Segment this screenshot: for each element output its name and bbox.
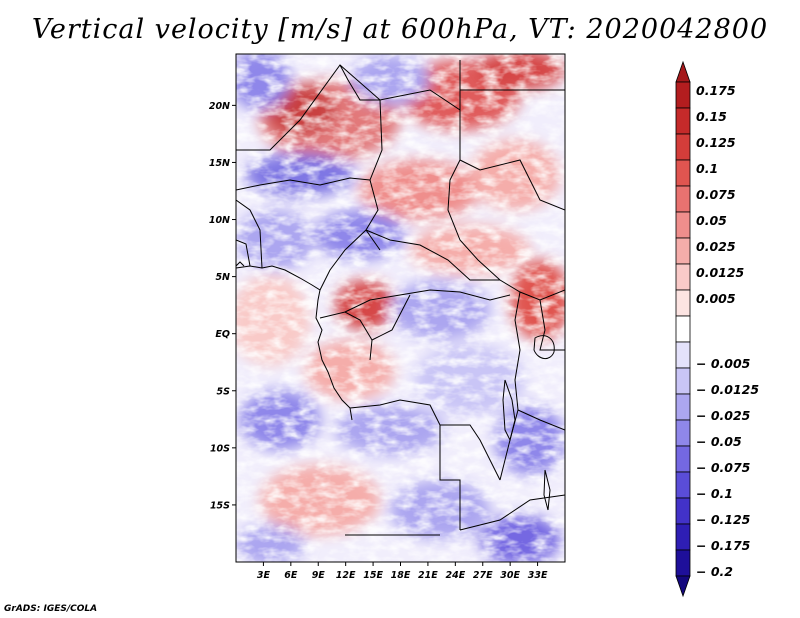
colorbar-swatch [675,289,691,317]
lat-tick-label: 20N [209,101,230,112]
colorbar-swatch [675,185,691,213]
colorbar-label: − 0.0125 [696,382,759,397]
country-borders [236,60,565,536]
border-nigeria-cameroon [319,229,367,291]
colorbar-label: − 0.075 [696,460,751,475]
lat-tick-label: 10N [209,215,230,226]
border-zambia [459,494,565,531]
lon-tick-label: 30E [500,570,520,581]
lat-tick-label: 5S [217,386,231,397]
border-car [365,229,500,281]
border-gabon [319,311,373,361]
colorbar-swatch [675,549,691,577]
lon-tick-label: 21E [418,570,438,581]
figure-title: Vertical velocity [m/s] at 600hPa, VT: 2… [31,14,769,45]
colorbar-label: 0.005 [696,291,736,306]
field-texture [236,54,565,562]
colorbar-label: − 0.1 [696,486,733,501]
lat-tick-label: EQ [215,329,230,340]
lake-victoria [533,335,555,359]
lon-tick-label: 27E [473,570,493,581]
lat-tick-label: 10S [210,443,230,454]
colorbar-label: − 0.2 [696,564,733,579]
coastline-west [236,265,353,421]
colorbar-swatch [675,497,691,525]
border-car-congo [344,289,511,313]
colorbar-label: 0.05 [696,213,727,228]
colorbar-label: − 0.05 [696,434,742,449]
colorbar-label: − 0.125 [696,512,751,527]
colorbar-swatch [675,81,691,109]
lon-tick-label: 12E [336,570,356,581]
colorbar-label: 0.0125 [696,265,745,280]
colorbar-label: 0.175 [696,83,736,98]
lon-tick-label: 18E [391,570,411,581]
footer-credit: GrADS: IGES/COLA [4,604,98,614]
lat-tick-label: 15S [210,500,230,511]
colorbar-label: − 0.025 [696,408,751,423]
lat-tick-label: 5N [215,272,230,283]
coastline-gulf-guinea [236,261,245,267]
border-tanzania [517,409,565,431]
colorbar-swatch [675,393,691,421]
colorbar-label: 0.125 [696,135,736,150]
colorbar-label: 0.15 [696,109,727,124]
lat-tick-label: 15N [209,158,230,169]
colorbar-label: 0.025 [696,239,736,254]
border-drc-angola [349,399,501,481]
colorbar-swatch [675,445,691,473]
colorbar-swatch [675,107,691,135]
colorbar-swatch [675,159,691,187]
colorbar-label: 0.1 [696,161,718,176]
colorbar-swatch [675,523,691,551]
border-small-1 [236,199,263,269]
lon-tick-label: 24E [445,570,465,581]
border-sahara [236,64,461,160]
colorbar-top-arrow [675,60,691,83]
lon-tick-label: 6E [284,570,298,581]
colorbar-swatch [675,367,691,395]
map-axes: 20N 15N 10N 5N EQ 5S 10S 15S 3E 6E 9E 12E 15E 18E 21E 2… [209,101,548,581]
border-kenya-uganda [539,299,565,351]
colorbar-label: − 0.005 [696,356,751,371]
colorbar-label: 0.075 [696,187,736,202]
border-libya-egypt [459,60,565,110]
colorbar-swatch [675,263,691,291]
vertical-velocity-field [236,54,565,562]
colorbar: 0.175 0.15 0.125 0.1 0.075 0.05 0.025 0.0125 0.0… [675,60,759,598]
border-angola-zambia [439,425,461,530]
colorbar-bottom-arrow [675,575,691,598]
colorbar-swatch [675,471,691,499]
border-chad [339,64,383,251]
lon-tick-label: 15E [363,570,383,581]
border-small-2 [236,239,251,267]
colorbar-swatch [675,133,691,161]
colorbar-label: − 0.175 [696,538,751,553]
colorbar-swatch [675,419,691,447]
colorbar-swatch [675,341,691,369]
colorbar-swatch [675,237,691,265]
border-sudan [447,159,565,301]
border-congo-drc [371,294,411,341]
lake-malawi [543,469,551,511]
border-ethiopia [459,159,565,211]
colorbar-swatch [675,315,691,343]
lon-tick-label: 3E [257,570,271,581]
lake-tanganyika [502,379,516,442]
lon-tick-label: 33E [528,570,548,581]
border-niger-nigeria [236,177,371,191]
lon-tick-label: 9E [312,570,326,581]
colorbar-swatch [675,211,691,239]
